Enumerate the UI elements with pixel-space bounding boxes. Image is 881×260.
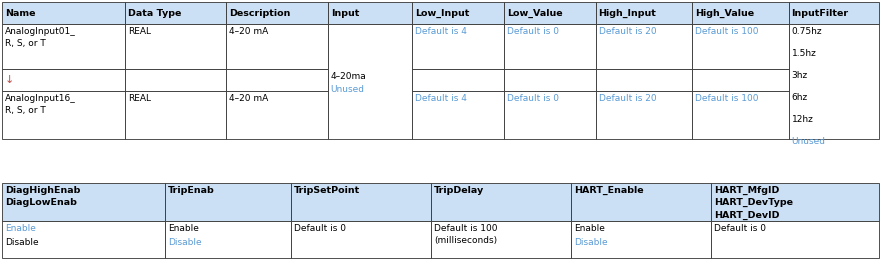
Text: 4–20 mA: 4–20 mA (229, 27, 269, 36)
Bar (226, 24, 328, 69)
Text: Unused: Unused (791, 137, 825, 146)
Bar (125, 91, 226, 139)
Bar (596, 24, 692, 69)
Text: Input: Input (330, 9, 359, 17)
Text: Default is 100: Default is 100 (695, 27, 759, 36)
Bar (412, 2, 504, 24)
Bar (165, 221, 292, 258)
Text: Default is 0: Default is 0 (507, 94, 559, 103)
Text: High_Value: High_Value (695, 8, 754, 18)
Bar (788, 2, 879, 24)
Text: Low_Input: Low_Input (415, 8, 470, 18)
Bar (692, 69, 788, 91)
Text: Enable: Enable (574, 224, 605, 233)
Bar (431, 183, 571, 221)
Bar (2, 183, 165, 221)
Text: Data Type: Data Type (128, 9, 181, 17)
Text: DiagHighEnab
DiagLowEnab: DiagHighEnab DiagLowEnab (5, 186, 80, 207)
Text: Disable: Disable (574, 238, 608, 247)
Text: REAL: REAL (128, 27, 151, 36)
Text: AnalogInput16_
R, S, or T: AnalogInput16_ R, S, or T (5, 94, 76, 115)
Text: Default is 0: Default is 0 (507, 27, 559, 36)
Bar (596, 91, 692, 139)
Text: AnalogInput01_
R, S, or T: AnalogInput01_ R, S, or T (5, 27, 76, 48)
Text: Default is 4: Default is 4 (415, 27, 467, 36)
Bar (711, 221, 879, 258)
Text: Default is 0: Default is 0 (714, 224, 766, 233)
Text: HART_Enable: HART_Enable (574, 186, 644, 195)
Text: Unused: Unused (330, 85, 365, 94)
Text: 4–20ma: 4–20ma (330, 72, 366, 81)
Text: 12hz: 12hz (791, 115, 813, 124)
Bar (504, 91, 596, 139)
Text: Default is 100: Default is 100 (695, 94, 759, 103)
Text: TripEnab: TripEnab (167, 186, 214, 195)
Bar (571, 221, 711, 258)
Bar (504, 69, 596, 91)
Text: InputFilter: InputFilter (791, 9, 848, 17)
Bar (571, 183, 711, 221)
Bar (328, 24, 412, 139)
Bar (226, 69, 328, 91)
Text: Disable: Disable (167, 238, 201, 247)
Bar (328, 2, 412, 24)
Bar (692, 24, 788, 69)
Bar (596, 2, 692, 24)
Text: Default is 20: Default is 20 (598, 94, 656, 103)
Text: 3hz: 3hz (791, 71, 808, 80)
Bar (226, 91, 328, 139)
Bar (788, 24, 879, 139)
Text: Default is 0: Default is 0 (294, 224, 346, 233)
Text: TripDelay: TripDelay (434, 186, 485, 195)
Text: Enable: Enable (5, 224, 36, 233)
Text: Enable: Enable (167, 224, 198, 233)
Text: Low_Value: Low_Value (507, 8, 562, 18)
Text: Description: Description (229, 9, 291, 17)
Text: Default is 4: Default is 4 (415, 94, 467, 103)
Bar (2, 2, 125, 24)
Bar (165, 183, 292, 221)
Text: Default is 20: Default is 20 (598, 27, 656, 36)
Text: 1.5hz: 1.5hz (791, 49, 817, 58)
Text: HART_MfgID
HART_DevType
HART_DevID: HART_MfgID HART_DevType HART_DevID (714, 186, 793, 220)
Bar (711, 183, 879, 221)
Text: ↓: ↓ (5, 75, 14, 85)
Bar (125, 69, 226, 91)
Bar (226, 2, 328, 24)
Text: Default is 100
(milliseconds): Default is 100 (milliseconds) (434, 224, 498, 245)
Bar (412, 69, 504, 91)
Bar (504, 2, 596, 24)
Bar (2, 69, 125, 91)
Bar (692, 91, 788, 139)
Text: Disable: Disable (5, 238, 39, 247)
Text: 6hz: 6hz (791, 93, 808, 102)
Bar (292, 183, 431, 221)
Bar (692, 2, 788, 24)
Text: High_Input: High_Input (598, 8, 656, 18)
Bar (504, 24, 596, 69)
Bar (125, 2, 226, 24)
Text: 4–20 mA: 4–20 mA (229, 94, 269, 103)
Bar (2, 91, 125, 139)
Bar (412, 91, 504, 139)
Bar (125, 24, 226, 69)
Bar (596, 69, 692, 91)
Bar (431, 221, 571, 258)
Text: Name: Name (5, 9, 35, 17)
Text: REAL: REAL (128, 94, 151, 103)
Bar (2, 221, 165, 258)
Text: TripSetPoint: TripSetPoint (294, 186, 360, 195)
Bar (2, 24, 125, 69)
Bar (292, 221, 431, 258)
Text: 0.75hz: 0.75hz (791, 27, 822, 36)
Bar (412, 24, 504, 69)
